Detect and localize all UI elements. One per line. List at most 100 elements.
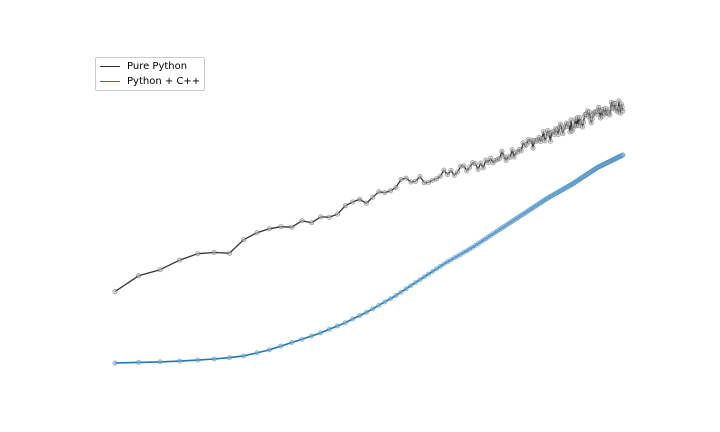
data-point-pure-python — [589, 116, 595, 122]
data-point-python-cpp — [433, 266, 439, 272]
data-point-pure-python — [326, 214, 332, 220]
legend-swatch-pure-python — [100, 65, 120, 67]
data-point-python-cpp — [195, 357, 201, 363]
data-point-python-cpp — [289, 339, 295, 345]
data-point-pure-python — [530, 145, 536, 151]
series-python-cpp — [112, 152, 626, 366]
data-point-pure-python — [370, 194, 376, 200]
data-point-python-cpp — [227, 355, 233, 361]
data-point-pure-python — [421, 180, 427, 186]
data-point-pure-python — [254, 230, 260, 236]
data-point-python-cpp — [363, 309, 369, 315]
data-point-pure-python — [278, 224, 284, 230]
legend: Pure Python Python + C++ — [95, 57, 205, 91]
data-point-pure-python — [560, 131, 566, 137]
data-point-pure-python — [408, 179, 414, 185]
data-point-pure-python — [393, 184, 399, 190]
data-point-pure-python — [467, 164, 473, 170]
data-point-pure-python — [112, 289, 118, 295]
data-point-pure-python — [387, 188, 393, 194]
data-point-pure-python — [620, 108, 626, 114]
data-point-python-cpp — [387, 296, 393, 302]
data-point-python-cpp — [318, 330, 324, 336]
data-point-pure-python — [619, 104, 625, 110]
data-point-pure-python — [542, 138, 548, 144]
data-point-python-cpp — [177, 358, 183, 364]
data-point-pure-python — [177, 257, 183, 263]
data-point-python-cpp — [425, 271, 431, 277]
data-point-python-cpp — [382, 299, 388, 305]
data-point-python-cpp — [157, 359, 163, 365]
data-point-pure-python — [461, 163, 467, 169]
data-point-pure-python — [566, 121, 572, 127]
data-point-python-cpp — [441, 261, 447, 267]
data-point-python-cpp — [430, 268, 436, 274]
data-point-python-cpp — [266, 347, 272, 353]
data-point-pure-python — [266, 226, 272, 232]
legend-label-pure-python: Pure Python — [127, 60, 188, 72]
data-point-python-cpp — [412, 280, 418, 286]
data-point-pure-python — [464, 168, 470, 174]
data-point-pure-python — [579, 124, 585, 130]
series-layer — [112, 98, 626, 366]
data-point-python-cpp — [357, 313, 363, 319]
data-point-python-cpp — [112, 360, 118, 366]
data-point-pure-python — [425, 179, 431, 185]
data-point-pure-python — [523, 142, 529, 148]
data-point-pure-python — [334, 211, 340, 217]
data-point-python-cpp — [376, 302, 382, 308]
data-point-pure-python — [455, 169, 461, 175]
data-point-python-cpp — [620, 152, 626, 158]
data-point-pure-python — [363, 200, 369, 206]
data-point-python-cpp — [299, 336, 305, 342]
data-point-python-cpp — [309, 333, 315, 339]
data-point-pure-python — [299, 218, 305, 224]
data-point-pure-python — [488, 155, 494, 161]
data-point-pure-python — [540, 129, 546, 135]
data-point-pure-python — [485, 160, 491, 166]
data-point-pure-python — [227, 250, 233, 256]
data-point-pure-python — [503, 158, 509, 164]
data-point-pure-python — [195, 251, 201, 257]
data-point-pure-python — [499, 148, 505, 154]
data-point-pure-python — [607, 112, 613, 118]
data-point-python-cpp — [408, 283, 414, 289]
data-point-pure-python — [478, 160, 484, 166]
data-point-pure-python — [501, 154, 507, 160]
data-point-pure-python — [444, 172, 450, 178]
data-point-pure-python — [475, 166, 481, 172]
data-point-pure-python — [586, 109, 592, 115]
data-point-pure-python — [157, 267, 163, 273]
data-point-python-cpp — [350, 316, 356, 322]
legend-entry-python-cpp: Python + C++ — [100, 74, 200, 88]
data-point-pure-python — [398, 177, 404, 183]
data-point-python-cpp — [417, 277, 423, 283]
data-point-python-cpp — [370, 306, 376, 312]
data-point-pure-python — [318, 214, 324, 220]
data-point-pure-python — [480, 165, 486, 171]
data-point-pure-python — [241, 237, 247, 243]
data-point-pure-python — [342, 203, 348, 209]
series-line-python-cpp — [114, 154, 624, 364]
data-point-pure-python — [518, 148, 524, 154]
data-point-pure-python — [612, 101, 618, 107]
data-point-python-cpp — [421, 274, 427, 280]
data-point-pure-python — [376, 189, 382, 195]
data-point-python-cpp — [241, 353, 247, 359]
data-point-python-cpp — [136, 359, 142, 365]
data-point-pure-python — [357, 196, 363, 202]
data-point-python-cpp — [403, 286, 409, 292]
data-point-pure-python — [451, 172, 457, 178]
data-point-pure-python — [441, 167, 447, 173]
data-point-pure-python — [412, 178, 418, 184]
data-point-pure-python — [497, 156, 503, 162]
data-point-pure-python — [547, 138, 553, 144]
data-point-pure-python — [309, 220, 315, 226]
legend-swatch-python-cpp — [100, 80, 120, 82]
data-point-python-cpp — [254, 350, 260, 356]
data-point-python-cpp — [398, 289, 404, 295]
data-point-pure-python — [211, 250, 217, 256]
series-pure-python — [112, 98, 626, 295]
legend-entry-pure-python: Pure Python — [100, 59, 187, 73]
